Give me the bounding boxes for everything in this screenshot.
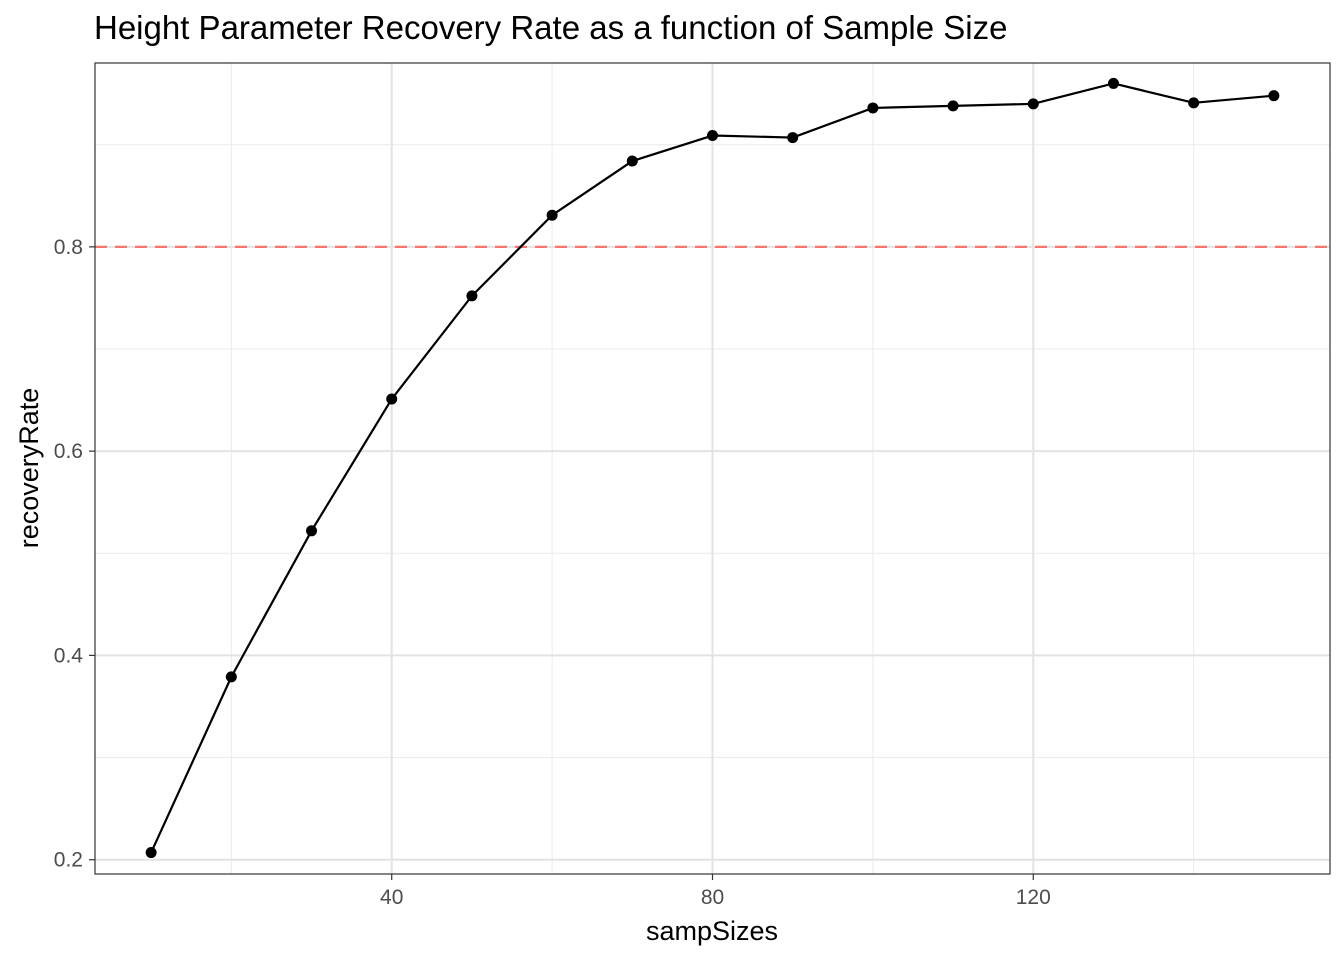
data-point (145, 847, 157, 859)
x-tick-label: 80 (701, 886, 724, 909)
data-point (867, 102, 879, 114)
y-axis-ticks: 0.2 0.4 0.6 0.8 (54, 236, 95, 872)
data-point (947, 100, 959, 112)
data-point (386, 393, 398, 405)
data-point (1188, 97, 1200, 109)
x-axis-title: sampSizes (646, 916, 778, 946)
data-point (466, 290, 478, 302)
y-tick-label: 0.6 (54, 440, 83, 463)
data-point (707, 130, 718, 142)
y-axis-title: recoveryRate (14, 388, 44, 549)
data-point (225, 671, 237, 683)
data-point (546, 209, 558, 221)
data-point (787, 132, 799, 144)
x-tick-label: 120 (1016, 886, 1051, 909)
data-point (306, 525, 318, 537)
x-tick-label: 40 (380, 886, 403, 909)
y-tick-label: 0.4 (54, 644, 84, 667)
data-point (1027, 98, 1039, 110)
y-tick-label: 0.2 (54, 849, 83, 872)
data-point (1268, 90, 1280, 102)
data-point (626, 155, 638, 167)
series-group (145, 77, 1280, 859)
chart-title: Height Parameter Recovery Rate as a func… (94, 9, 1007, 46)
x-axis-ticks: 40 80 120 (380, 874, 1051, 909)
data-point (1107, 77, 1119, 89)
y-tick-label: 0.8 (54, 236, 83, 259)
